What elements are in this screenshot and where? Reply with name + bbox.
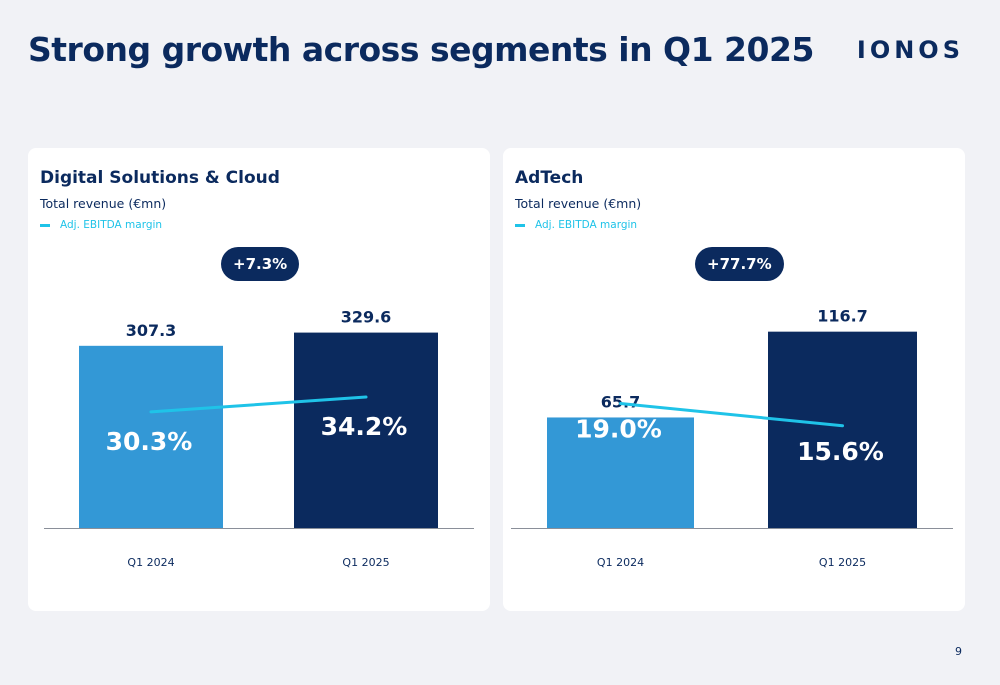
margin-value-label: 19.0%	[575, 415, 662, 444]
bar-q1-2025	[768, 331, 917, 528]
ebitda-margin-line	[619, 402, 844, 428]
x-tick-label: Q1 2025	[819, 556, 866, 569]
chart-digital-solutions-cloud: 307.3 Q1 2024 329.6 Q1 2025 30.3% 34.2%	[44, 308, 474, 569]
legend: Adj. EBITDA margin	[40, 219, 162, 231]
legend: Adj. EBITDA margin	[515, 219, 637, 231]
bar-value-label: 307.3	[126, 321, 177, 340]
panel-title: Digital Solutions & Cloud	[40, 168, 280, 188]
panel-subtitle: Total revenue (€mn)	[40, 196, 167, 211]
chart-adtech: 65.7 Q1 2024 116.7 Q1 2025 19.0% 15.6%	[511, 307, 953, 569]
margin-value-label: 15.6%	[797, 437, 884, 466]
bar-value-label: 116.7	[817, 307, 868, 326]
panel-digital-solutions-cloud: Digital Solutions & Cloud Total revenue …	[28, 148, 490, 611]
legend-line-swatch	[515, 223, 525, 227]
panel-adtech: AdTech Total revenue (€mn) Adj. EBITDA m…	[503, 148, 965, 611]
margin-value-label: 30.3%	[106, 427, 193, 456]
bar-value-label: 329.6	[341, 308, 392, 327]
growth-badge: +77.7%	[695, 247, 784, 281]
panel-title: AdTech	[515, 168, 584, 188]
legend-label: Adj. EBITDA margin	[60, 219, 163, 231]
panel-subtitle: Total revenue (€mn)	[515, 196, 642, 211]
bar-q1-2024	[79, 345, 223, 528]
legend-line-swatch	[40, 223, 50, 227]
x-tick-label: Q1 2024	[127, 556, 174, 569]
bar-value-label: 65.7	[601, 392, 640, 411]
x-tick-label: Q1 2024	[597, 556, 644, 569]
legend-label: Adj. EBITDA margin	[535, 219, 638, 231]
ebitda-margin-line	[149, 395, 368, 414]
bar-q1-2024	[547, 417, 694, 528]
page-title: Strong growth across segments in Q1 2025	[28, 30, 814, 69]
bar-q1-2025	[294, 332, 438, 528]
margin-value-label: 34.2%	[321, 412, 408, 441]
page-number: 9	[955, 645, 962, 658]
growth-badge: +7.3%	[221, 247, 300, 281]
x-tick-label: Q1 2025	[342, 556, 389, 569]
ionos-logo: IONOS	[856, 36, 964, 64]
